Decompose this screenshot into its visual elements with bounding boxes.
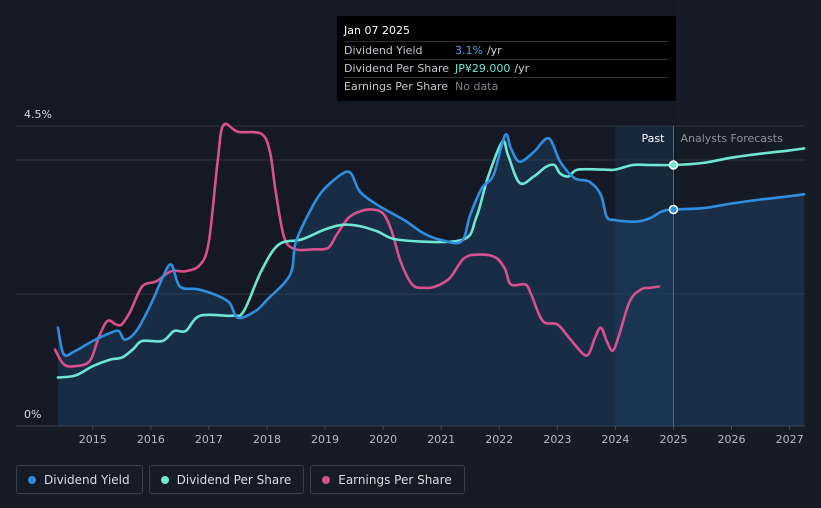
chart-legend: Dividend Yield Dividend Per Share Earnin… (16, 465, 465, 494)
x-tick-label: 2017 (195, 433, 223, 446)
tooltip-unit: /yr (486, 44, 502, 57)
x-tick-label: 2019 (311, 433, 339, 446)
x-tick-label: 2023 (543, 433, 571, 446)
x-tick-label: 2025 (659, 433, 687, 446)
x-tick-label: 2026 (718, 433, 746, 446)
tooltip-row-dividend-yield: Dividend Yield 3.1% /yr (344, 41, 668, 59)
legend-dot-icon (322, 475, 331, 484)
tooltip-date: Jan 07 2025 (344, 24, 410, 37)
past-region-label: Past (642, 132, 666, 145)
series-lines (53, 122, 806, 379)
dividend-yield-line (56, 132, 806, 357)
y-axis-ticks: 4.5% 0% (24, 108, 52, 421)
x-tick-label: 2027 (776, 433, 804, 446)
y-tick-label: 0% (24, 408, 41, 421)
legend-dot-icon (28, 475, 36, 484)
tooltip-value: JP¥29.000 (455, 62, 511, 75)
y-tick-label: 4.5% (24, 108, 52, 121)
tooltip-value: No data (455, 80, 499, 93)
tooltip-label: Earnings Per Share (344, 80, 449, 93)
tooltip-markers (668, 160, 679, 215)
legend-label: Earnings Per Share (338, 472, 452, 487)
tooltip-label: Dividend Yield (344, 44, 423, 57)
x-tick-label: 2018 (253, 433, 281, 446)
legend-dividend-yield[interactable]: Dividend Yield (16, 465, 143, 494)
marker-dividend-yield (668, 204, 679, 215)
tooltip-label: Dividend Per Share (344, 62, 450, 75)
legend-label: Dividend Per Share (176, 472, 292, 487)
x-tick-label: 2024 (601, 433, 629, 446)
x-tick-label: 2015 (79, 433, 107, 446)
dividend-yield-area (57, 134, 805, 426)
tooltip-unit: /yr (514, 62, 530, 75)
x-axis-ticks: 2015 2016 2017 2018 2019 2020 2021 2022 2023 2024… (79, 426, 804, 446)
x-tick-label: 2022 (485, 433, 513, 446)
forecast-region-label: Analysts Forecasts (680, 132, 783, 145)
tooltip-row-dividend-per-share: Dividend Per Share JP¥29.000 /yr (344, 59, 668, 77)
legend-label: Dividend Yield (44, 472, 130, 487)
series-fills (57, 134, 805, 426)
x-tick-label: 2020 (369, 433, 397, 446)
tooltip-row-earnings-per-share: Earnings Per Share No data (344, 77, 668, 95)
earnings-per-share-line (53, 122, 661, 368)
x-tick-label: 2021 (427, 433, 455, 446)
data-tooltip: Jan 07 2025 Dividend Yield 3.1% /yr Divi… (337, 16, 676, 101)
legend-dot-icon (160, 475, 169, 484)
tooltip-value: 3.1% (455, 44, 483, 57)
x-tick-label: 2016 (137, 433, 165, 446)
marker-dividend-per-share (668, 160, 679, 170)
legend-dividend-per-share[interactable]: Dividend Per Share (148, 465, 305, 494)
legend-earnings-per-share[interactable]: Earnings Per Share (310, 465, 465, 494)
forecast-shade-band (615, 126, 674, 426)
